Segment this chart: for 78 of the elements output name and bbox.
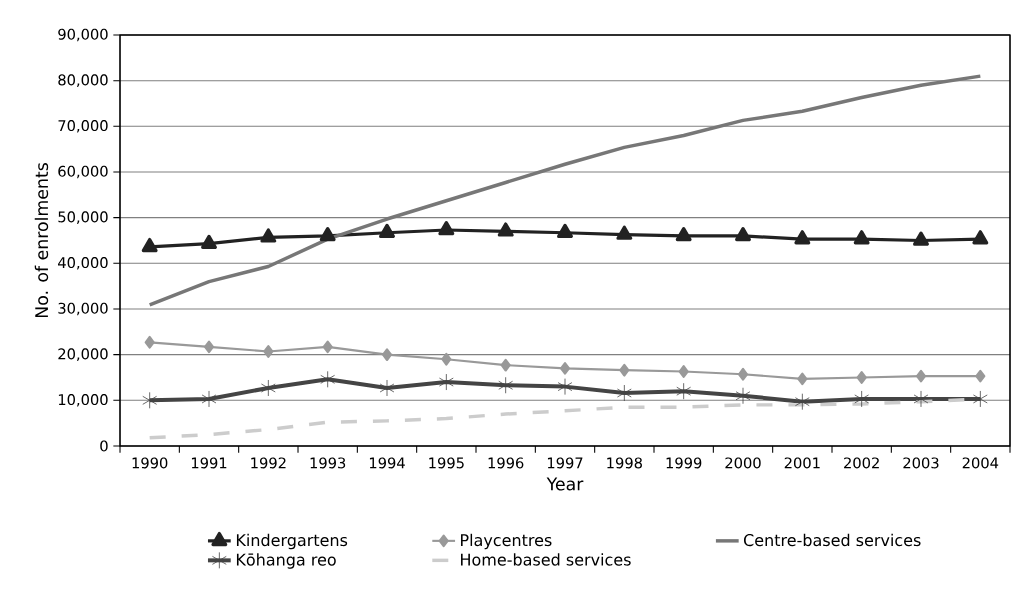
y-tick-label: 70,000 xyxy=(58,120,108,133)
point xyxy=(913,231,929,246)
point xyxy=(319,226,336,242)
point xyxy=(915,369,927,383)
point xyxy=(794,230,811,245)
point xyxy=(972,230,989,245)
point xyxy=(379,379,395,397)
point xyxy=(201,234,217,249)
x-tick-label: 1992 xyxy=(251,457,286,469)
y-tick-label: 90,000 xyxy=(58,28,108,42)
point xyxy=(203,340,215,354)
point xyxy=(498,376,513,394)
point xyxy=(260,228,277,243)
point xyxy=(320,370,335,388)
legend-label: Home-based services xyxy=(461,553,631,566)
y-tick-label: 30,000 xyxy=(58,302,108,316)
point xyxy=(438,221,455,236)
point xyxy=(201,390,217,408)
point xyxy=(856,371,867,384)
legend-label: Kōhanga reo xyxy=(236,553,336,569)
x-tick-label: 2004 xyxy=(962,457,999,469)
x-tick-label: 2003 xyxy=(903,457,939,469)
point xyxy=(261,379,276,397)
x-tick-label: 1990 xyxy=(132,457,168,469)
x-axis-title: Year xyxy=(546,477,584,491)
y-tick-label: 20,000 xyxy=(58,348,108,361)
x-tick-label: 1997 xyxy=(547,457,583,469)
point xyxy=(381,348,393,362)
point xyxy=(975,369,986,383)
point xyxy=(500,358,511,372)
y-tick-label: 0 xyxy=(100,440,108,452)
x-tick-label: 1995 xyxy=(429,457,464,469)
point xyxy=(675,226,692,242)
point xyxy=(263,345,274,358)
point xyxy=(735,387,751,405)
point xyxy=(853,230,870,245)
x-tick-label: 2002 xyxy=(844,457,879,469)
legend-label: Centre-based services xyxy=(743,533,921,547)
x-tick-label: 2001 xyxy=(784,457,820,469)
x-tick-label: 1993 xyxy=(310,457,346,469)
y-tick-label: 40,000 xyxy=(58,257,108,270)
point xyxy=(619,363,630,377)
y-tick-label: 80,000 xyxy=(58,74,108,87)
point xyxy=(616,225,633,240)
point xyxy=(379,223,395,238)
x-tick-label: 1999 xyxy=(666,457,702,469)
y-axis-title: No. of enrolments xyxy=(34,163,49,318)
point xyxy=(439,373,454,391)
point xyxy=(795,393,810,411)
point xyxy=(322,340,333,354)
y-tick-label: 10,000 xyxy=(58,394,108,407)
x-tick-label: 1998 xyxy=(607,457,642,469)
x-tick-label: 2000 xyxy=(725,457,761,469)
point xyxy=(735,226,751,242)
point xyxy=(557,223,573,238)
point xyxy=(854,390,869,408)
line-series xyxy=(147,74,983,307)
legend-label: Playcentres xyxy=(461,533,552,550)
point xyxy=(559,361,571,375)
point xyxy=(678,365,689,378)
point xyxy=(737,367,749,381)
y-tick-label: 60,000 xyxy=(58,165,108,179)
x-tick-label: 1991 xyxy=(191,457,227,469)
point xyxy=(142,391,157,409)
point xyxy=(676,382,691,400)
x-tick-label: 1996 xyxy=(488,457,524,469)
point xyxy=(144,335,155,349)
point xyxy=(441,352,452,366)
point xyxy=(913,390,929,408)
legend-label: Kindergartens xyxy=(236,533,348,550)
point xyxy=(797,372,808,386)
point xyxy=(973,390,988,408)
point xyxy=(141,237,158,253)
point xyxy=(497,222,514,237)
x-tick-label: 1994 xyxy=(369,457,405,469)
point xyxy=(617,384,632,402)
y-tick-label: 50,000 xyxy=(58,211,108,224)
point xyxy=(557,378,573,396)
